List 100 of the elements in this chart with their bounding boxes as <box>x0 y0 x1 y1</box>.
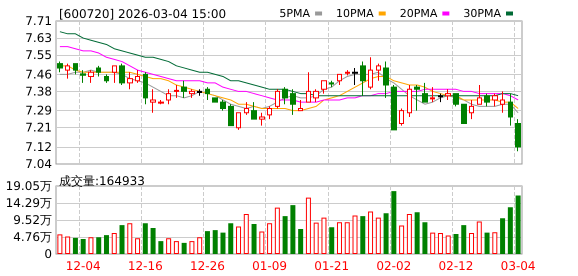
candlestick <box>407 84 412 118</box>
candlestick <box>73 63 78 75</box>
candlestick <box>290 88 296 116</box>
candlestick <box>515 118 521 152</box>
candlestick <box>212 97 218 103</box>
chart-title: 成交量:164933 <box>59 174 145 188</box>
bar <box>112 232 117 254</box>
bar <box>267 223 272 254</box>
candlestick <box>461 104 467 124</box>
bar <box>422 222 428 254</box>
candlestick <box>112 65 117 84</box>
candlestick <box>313 88 319 103</box>
bar <box>174 241 179 254</box>
candlestick <box>492 93 498 107</box>
y-tick-label: 7.71 <box>25 14 52 28</box>
bar <box>290 205 296 254</box>
candlestick <box>329 80 334 88</box>
bar <box>72 238 78 254</box>
candlestick <box>414 84 420 112</box>
candlestick <box>337 74 342 86</box>
candlestick <box>477 84 482 105</box>
candlestick <box>453 93 459 107</box>
y-tick-label: 14.29万 <box>6 196 52 210</box>
bar <box>376 218 381 254</box>
y-tick-label: 19.05万 <box>6 179 52 193</box>
candlestick <box>282 86 288 105</box>
x-tick-label: 03-04 <box>500 259 536 273</box>
bar <box>406 214 412 254</box>
candlestick <box>484 93 490 107</box>
bar <box>88 237 94 254</box>
candlestick <box>150 88 156 114</box>
bar <box>228 223 234 254</box>
candlestick <box>104 74 109 84</box>
x-tick-label: 01-21 <box>314 259 350 273</box>
bar <box>166 238 172 254</box>
bar <box>508 207 513 254</box>
candlestick <box>88 70 94 84</box>
bar <box>399 225 404 254</box>
bar <box>500 218 506 254</box>
bar <box>384 213 389 254</box>
chart-title: [600720] 2026-03-04 15:00 <box>59 7 226 21</box>
candlestick <box>267 106 272 120</box>
candlestick <box>205 86 210 100</box>
y-tick-label: 7.21 <box>25 120 52 135</box>
y-tick-label: 7.12 <box>25 140 52 154</box>
bar <box>414 212 420 254</box>
bar <box>212 230 218 254</box>
y-tick-label: 4.76万 <box>13 230 52 244</box>
bar <box>298 229 304 254</box>
bar <box>142 223 148 254</box>
candlestick <box>135 70 140 84</box>
candlestick <box>376 63 381 82</box>
bar <box>391 191 396 254</box>
candlestick <box>298 99 303 112</box>
y-tick-label: 7.46 <box>25 67 52 82</box>
line-series <box>59 46 519 103</box>
candlestick <box>360 61 366 96</box>
bar <box>189 241 194 254</box>
bar <box>368 212 374 254</box>
bar <box>306 198 311 254</box>
candlestick <box>96 65 101 77</box>
candlestick <box>80 70 86 84</box>
bar <box>282 216 288 254</box>
candlestick <box>275 88 280 110</box>
x-tick-label: 12-16 <box>128 259 163 273</box>
bar <box>352 215 358 254</box>
candlestick <box>391 84 397 130</box>
bar <box>204 231 210 254</box>
y-tick-label: 7.38 <box>25 84 52 98</box>
bar <box>158 241 164 254</box>
candlestick <box>445 88 451 100</box>
y-tick-label: 7.29 <box>25 104 52 118</box>
candlestick <box>500 90 505 114</box>
bar <box>252 224 257 254</box>
bar <box>336 222 342 254</box>
x-tick-label: 02-02 <box>376 259 412 273</box>
candlestick <box>383 61 389 98</box>
bar <box>236 226 242 254</box>
bar <box>96 237 102 254</box>
candlestick <box>430 86 435 103</box>
y-tick-label: 7.63 <box>25 31 52 46</box>
bar <box>127 223 132 254</box>
bar <box>438 232 443 254</box>
x-tick-label: 12-26 <box>190 259 225 273</box>
candlestick <box>345 70 350 76</box>
candlestick <box>352 67 358 86</box>
candlestick <box>306 72 311 103</box>
candlestick <box>220 99 226 112</box>
candlestick <box>158 99 164 105</box>
candlestick <box>244 102 249 116</box>
candlestick <box>166 88 171 105</box>
candlestick <box>119 63 125 86</box>
bar <box>182 242 187 254</box>
candlestick <box>181 80 187 98</box>
y-tick-label: 7.04 <box>25 157 52 171</box>
bar <box>120 225 125 254</box>
x-tick-label: 01-09 <box>252 259 288 273</box>
legend-label: 5PMA <box>279 7 311 20</box>
candlestick <box>321 80 327 94</box>
bar <box>329 227 334 254</box>
